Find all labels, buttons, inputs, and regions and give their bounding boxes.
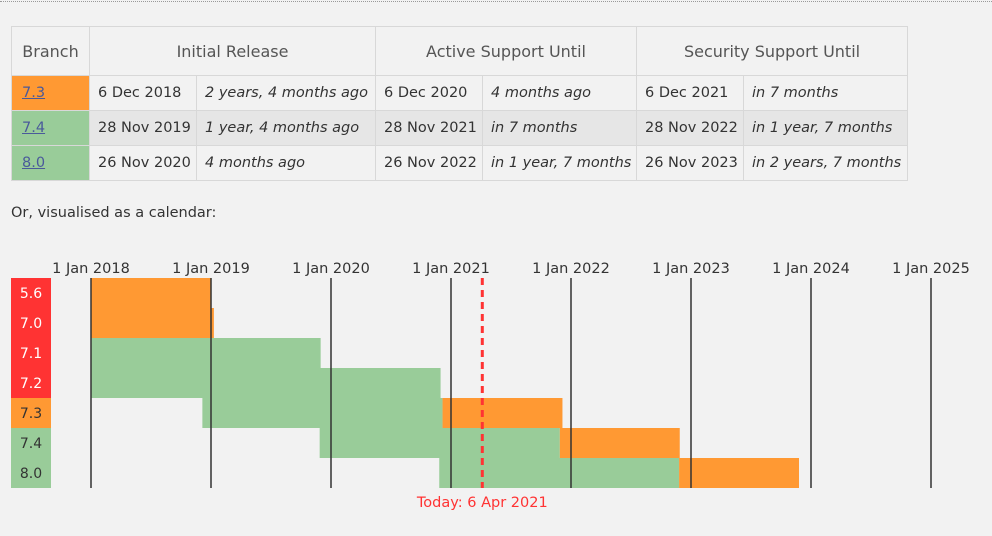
security-date: 26 Nov 2023 <box>636 145 744 181</box>
year-label: 1 Jan 2018 <box>52 261 130 277</box>
calendar-gridlines <box>90 278 932 488</box>
branch-label: 8.0 <box>20 466 42 482</box>
security-date: 28 Nov 2022 <box>636 110 744 146</box>
year-label: 1 Jan 2020 <box>292 261 370 277</box>
year-label: 1 Jan 2025 <box>892 261 970 277</box>
year-label: 1 Jan 2024 <box>772 261 850 277</box>
header-initial-release: Initial Release <box>89 26 376 76</box>
security-relative: in 1 year, 7 months <box>742 110 909 146</box>
active-date: 6 Dec 2020 <box>375 75 483 111</box>
table-row: 7.3 6 Dec 2018 2 years, 4 months ago 6 D… <box>11 75 909 111</box>
active-date: 28 Nov 2021 <box>375 110 483 146</box>
branch-label-bg <box>11 458 51 488</box>
security-support-bar <box>559 428 680 458</box>
release-date: 28 Nov 2019 <box>89 110 197 146</box>
branch-label-bg <box>11 428 51 458</box>
branch-label-bg <box>11 398 51 428</box>
branch-link[interactable]: 7.3 <box>22 85 46 101</box>
release-relative: 4 months ago <box>196 145 376 181</box>
header-branch: Branch <box>11 26 90 76</box>
branch-label-bg <box>11 278 51 308</box>
branch-label: 5.6 <box>20 286 42 302</box>
active-support-bar <box>91 368 441 398</box>
branch-label: 7.2 <box>20 376 42 392</box>
calendar-bars <box>91 278 800 488</box>
active-support-bar <box>91 338 321 368</box>
release-relative: 1 year, 4 months ago <box>196 110 376 146</box>
active-relative: 4 months ago <box>482 75 637 111</box>
active-support-bar <box>319 428 560 458</box>
branch-link[interactable]: 7.4 <box>22 120 46 136</box>
active-relative: in 7 months <box>482 110 637 146</box>
branch-label-bg <box>11 338 51 368</box>
release-date: 6 Dec 2018 <box>89 75 197 111</box>
active-date: 26 Nov 2022 <box>375 145 483 181</box>
security-relative: in 7 months <box>742 75 909 111</box>
active-support-bar <box>439 458 680 488</box>
header-security-support: Security Support Until <box>635 26 909 76</box>
branch-label: 7.3 <box>20 406 42 422</box>
security-support-bar <box>91 278 211 308</box>
calendar-labels: 5.6 7.0 7.1 7.2 7.3 7.4 8.0 1 Jan 2018 1 Jan 201… <box>11 261 970 511</box>
year-label: 1 Jan 2023 <box>652 261 730 277</box>
branch-label: 7.0 <box>20 316 42 332</box>
security-relative: in 2 years, 7 months <box>742 145 909 181</box>
table-row: 8.0 26 Nov 2020 4 months ago 26 Nov 2022… <box>11 145 909 181</box>
year-label: 1 Jan 2019 <box>172 261 250 277</box>
branch-cell: 7.3 <box>11 75 90 111</box>
security-support-bar <box>442 398 563 428</box>
branch-cell: 7.4 <box>11 110 90 146</box>
branch-label: 7.1 <box>20 346 42 362</box>
branch-label: 7.4 <box>20 436 42 452</box>
calendar-caption: Or, visualised as a calendar: <box>11 205 217 221</box>
release-date: 26 Nov 2020 <box>89 145 197 181</box>
security-support-bar <box>679 458 800 488</box>
active-relative: in 1 year, 7 months <box>482 145 637 181</box>
header-active-support: Active Support Until <box>375 26 637 76</box>
security-date: 6 Dec 2021 <box>636 75 744 111</box>
supported-versions-table: Branch Initial Release Active Support Un… <box>11 26 909 181</box>
security-support-bar <box>91 308 214 338</box>
branch-cell: 8.0 <box>11 145 90 181</box>
table-row: 7.4 28 Nov 2019 1 year, 4 months ago 28 … <box>11 110 909 146</box>
table-header-row: Branch Initial Release Active Support Un… <box>11 26 909 76</box>
release-relative: 2 years, 4 months ago <box>196 75 376 111</box>
active-support-bar <box>202 398 443 428</box>
branch-label-bg <box>11 368 51 398</box>
support-calendar: 5.6 7.0 7.1 7.2 7.3 7.4 8.0 1 Jan 2018 1 Jan 201… <box>11 261 970 511</box>
branch-label-bg <box>11 308 51 338</box>
branch-link[interactable]: 8.0 <box>22 155 46 171</box>
today-label: Today: 6 Apr 2021 <box>416 495 548 511</box>
year-label: 1 Jan 2022 <box>532 261 610 277</box>
year-label: 1 Jan 2021 <box>412 261 490 277</box>
top-divider <box>0 1 992 2</box>
